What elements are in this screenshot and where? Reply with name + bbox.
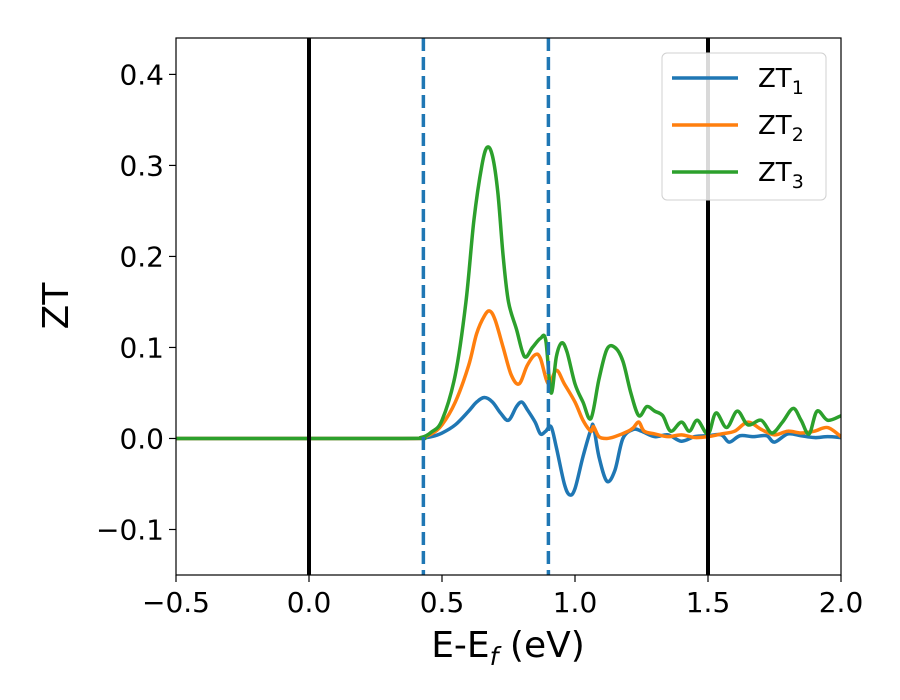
legend-box: [661, 52, 827, 201]
legend-label-zt2: ZT2: [758, 111, 804, 146]
x-tick-label: 1.5: [686, 586, 731, 619]
y-tick-label: 0.0: [119, 422, 164, 455]
legend-label-sub: 2: [792, 124, 804, 146]
x-axis-title: E-Ef (eV): [431, 625, 585, 671]
y-tick-label: −0.1: [96, 513, 164, 546]
x-tick-label: 0.5: [420, 586, 465, 619]
y-tick-label: 0.4: [119, 58, 164, 91]
x-tick-label: 2.0: [819, 586, 864, 619]
y-axis-title: ZT: [36, 282, 77, 330]
x-tick-label: −0.5: [142, 586, 210, 619]
y-tick-label: 0.1: [119, 331, 164, 364]
series-line-zt2: [176, 309, 841, 441]
x-tick-label: 0.0: [287, 586, 332, 619]
legend-label-sub: 1: [792, 77, 804, 99]
legend-label-main: ZT: [758, 111, 792, 141]
plot-frame: [175, 37, 842, 576]
y-tick-label: 0.3: [119, 149, 164, 182]
legend-label-zt3: ZT3: [758, 158, 804, 193]
legend-label-sub: 3: [792, 171, 804, 193]
legend-label-main: ZT: [758, 158, 792, 188]
y-tick-label: 0.2: [119, 240, 164, 273]
x-axis-title-main: E-E: [431, 625, 489, 666]
series-line-zt3: [176, 145, 841, 441]
x-tick-label: 1.0: [553, 586, 598, 619]
legend-label-main: ZT: [758, 64, 792, 94]
series-layer: [176, 145, 841, 497]
x-axis-ticks: −0.5 0.0 0.5 1.0 1.5 2.0: [142, 575, 863, 619]
y-axis-ticks: −0.1 0.0 0.1 0.2 0.3 0.4: [96, 58, 176, 546]
legend-label-zt1: ZT1: [758, 64, 804, 99]
series-line-zt1: [176, 395, 841, 497]
x-axis-title-unit: (eV): [498, 625, 584, 666]
